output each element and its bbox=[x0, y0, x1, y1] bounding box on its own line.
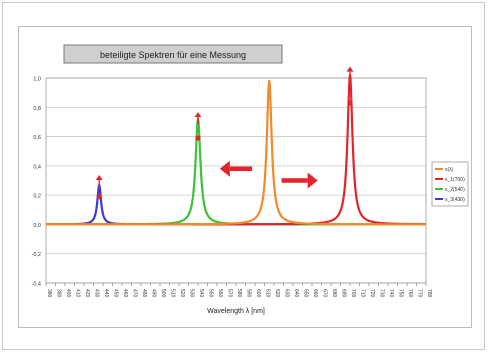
x-tick-label: 540 bbox=[198, 289, 204, 298]
x-tick-label: 680 bbox=[331, 289, 337, 298]
x-tick-label: 770 bbox=[417, 289, 423, 298]
x-tick-label: 700 bbox=[350, 289, 356, 298]
x-tick-label: 430 bbox=[94, 289, 100, 298]
x-tick-label: 740 bbox=[388, 289, 394, 298]
chart-title: beteiligte Spektren für eine Messung bbox=[100, 50, 246, 60]
legend-label: x_2(540) bbox=[445, 187, 465, 193]
x-tick-label: 400 bbox=[65, 289, 71, 298]
x-tick-label: 610 bbox=[265, 289, 271, 298]
plot-area-border bbox=[45, 77, 427, 284]
peak-marker bbox=[96, 194, 102, 200]
x-tick-label: 630 bbox=[284, 289, 290, 298]
axes: -0,4 -0,2 0,0 0,2 0,4 0,6 0,8 1,0 380 390 400 410 42… bbox=[32, 77, 432, 298]
x-tick-label: 710 bbox=[360, 289, 366, 298]
x-tick-label: 560 bbox=[217, 289, 223, 298]
x-tick-label: 690 bbox=[341, 289, 347, 298]
x-tick-label: 600 bbox=[255, 289, 261, 298]
x-tick-label: 660 bbox=[312, 289, 318, 298]
x-tick-label: 390 bbox=[56, 289, 62, 298]
x-tick-label: 500 bbox=[160, 289, 166, 298]
x-tick-label: 480 bbox=[141, 289, 147, 298]
up-arrow-head bbox=[95, 175, 103, 181]
title-box bbox=[63, 44, 283, 64]
shift-arrow-head bbox=[307, 172, 318, 189]
up-arrow-head bbox=[346, 66, 354, 72]
x-tick-label: 490 bbox=[151, 289, 157, 298]
x-tick-label: 650 bbox=[303, 289, 309, 298]
title-group: beteiligte Spektren für eine Messung bbox=[63, 44, 283, 64]
y-tick-label: 0,4 bbox=[33, 164, 41, 170]
legend-label: x_1(700) bbox=[445, 177, 465, 183]
x-tick-label: 750 bbox=[398, 289, 404, 298]
x-tick-label: 670 bbox=[322, 289, 328, 298]
x-tick-label: 440 bbox=[103, 289, 109, 298]
x-tick-label: 720 bbox=[369, 289, 375, 298]
x-axis-label: Wavelength λ [nm] bbox=[207, 308, 265, 315]
y-tick-label: -0,2 bbox=[32, 252, 41, 258]
x-tick-label: 570 bbox=[227, 289, 233, 298]
chart-frame bbox=[18, 26, 472, 328]
legend: x(λ) x_1(700) x_2(540) x_3(430) bbox=[431, 161, 469, 207]
gridlines bbox=[46, 77, 426, 284]
legend-label: x_3(430) bbox=[445, 197, 465, 203]
x-tick-label: 380 bbox=[46, 289, 52, 298]
x-tick-label: 730 bbox=[379, 289, 385, 298]
x-tick-label: 780 bbox=[426, 289, 432, 298]
y-tick-label: -0,4 bbox=[32, 282, 41, 288]
peak-marker bbox=[195, 135, 201, 141]
x-tick-label: 410 bbox=[75, 289, 81, 298]
y-tick-label: 0,2 bbox=[33, 194, 41, 200]
series-line bbox=[45, 73, 427, 226]
series-line bbox=[45, 79, 427, 226]
y-tick-label: 1,0 bbox=[33, 77, 41, 83]
x-tick-label: 460 bbox=[122, 289, 128, 298]
x-tick-label: 510 bbox=[170, 289, 176, 298]
x-tick-label: 520 bbox=[179, 289, 185, 298]
y-tick-label: 0,0 bbox=[33, 223, 41, 229]
series-lines bbox=[45, 73, 427, 226]
shift-arrow-head bbox=[219, 160, 230, 177]
up-arrow-head bbox=[194, 112, 202, 118]
x-tick-label: 450 bbox=[113, 289, 119, 298]
x-tick-label: 580 bbox=[236, 289, 242, 298]
annotations bbox=[95, 66, 354, 200]
x-tick-label: 550 bbox=[208, 289, 214, 298]
y-tick-label: 0,6 bbox=[33, 135, 41, 141]
y-tick-label: 0,8 bbox=[33, 106, 41, 112]
x-tick-label: 530 bbox=[189, 289, 195, 298]
x-tick-label: 760 bbox=[407, 289, 413, 298]
x-tick-label: 620 bbox=[274, 289, 280, 298]
x-tick-label: 470 bbox=[132, 289, 138, 298]
legend-label: x(λ) bbox=[445, 167, 454, 173]
peak-marker bbox=[347, 100, 353, 106]
x-tick-label: 590 bbox=[246, 289, 252, 298]
x-tick-label: 420 bbox=[84, 289, 90, 298]
series-line bbox=[45, 183, 427, 226]
x-tick-label: 640 bbox=[293, 289, 299, 298]
